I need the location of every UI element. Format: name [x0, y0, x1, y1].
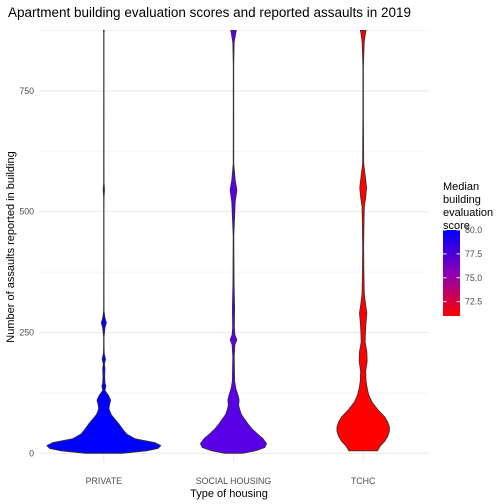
- violin-tchc: [336, 30, 390, 452]
- x-axis-title: Type of housing: [190, 488, 268, 500]
- y-tick-label: 500: [19, 207, 34, 217]
- legend-tick-label: 72.5: [465, 297, 482, 307]
- violins: [46, 30, 390, 454]
- legend-tick-label: 77.5: [465, 249, 482, 259]
- y-tick-label: 750: [19, 86, 34, 96]
- x-tick-label: SOCIAL HOUSING: [196, 476, 272, 486]
- x-tick-label: TCHC: [351, 476, 376, 486]
- axes: 0 250 500 750 PRIVATE SOCIAL HOUSING TCHC: [19, 86, 376, 486]
- legend-title-line-3: evaluation: [443, 207, 493, 219]
- y-tick-label: 0: [29, 448, 34, 458]
- legend-color-bar: [443, 230, 460, 316]
- legend-tick-label: 80.0: [465, 225, 482, 235]
- legend: Median building evaluation score 80.0 77.…: [443, 181, 493, 316]
- legend-tick-label: 75.0: [465, 273, 482, 283]
- y-axis-title: Number of assaults reported in building: [5, 151, 17, 342]
- y-tick-label: 250: [19, 327, 34, 337]
- chart-title: Apartment building evaluation scores and…: [8, 5, 411, 20]
- x-tick-label: PRIVATE: [86, 476, 122, 486]
- legend-title-line-4: score: [443, 220, 470, 232]
- legend-title-line-2: building: [443, 194, 481, 206]
- violin-social-housing: [200, 30, 267, 454]
- legend-title-line-1: Median: [443, 181, 479, 193]
- legend-ticks: 80.0 77.5 75.0 72.5: [443, 225, 482, 307]
- violin-private: [46, 30, 162, 454]
